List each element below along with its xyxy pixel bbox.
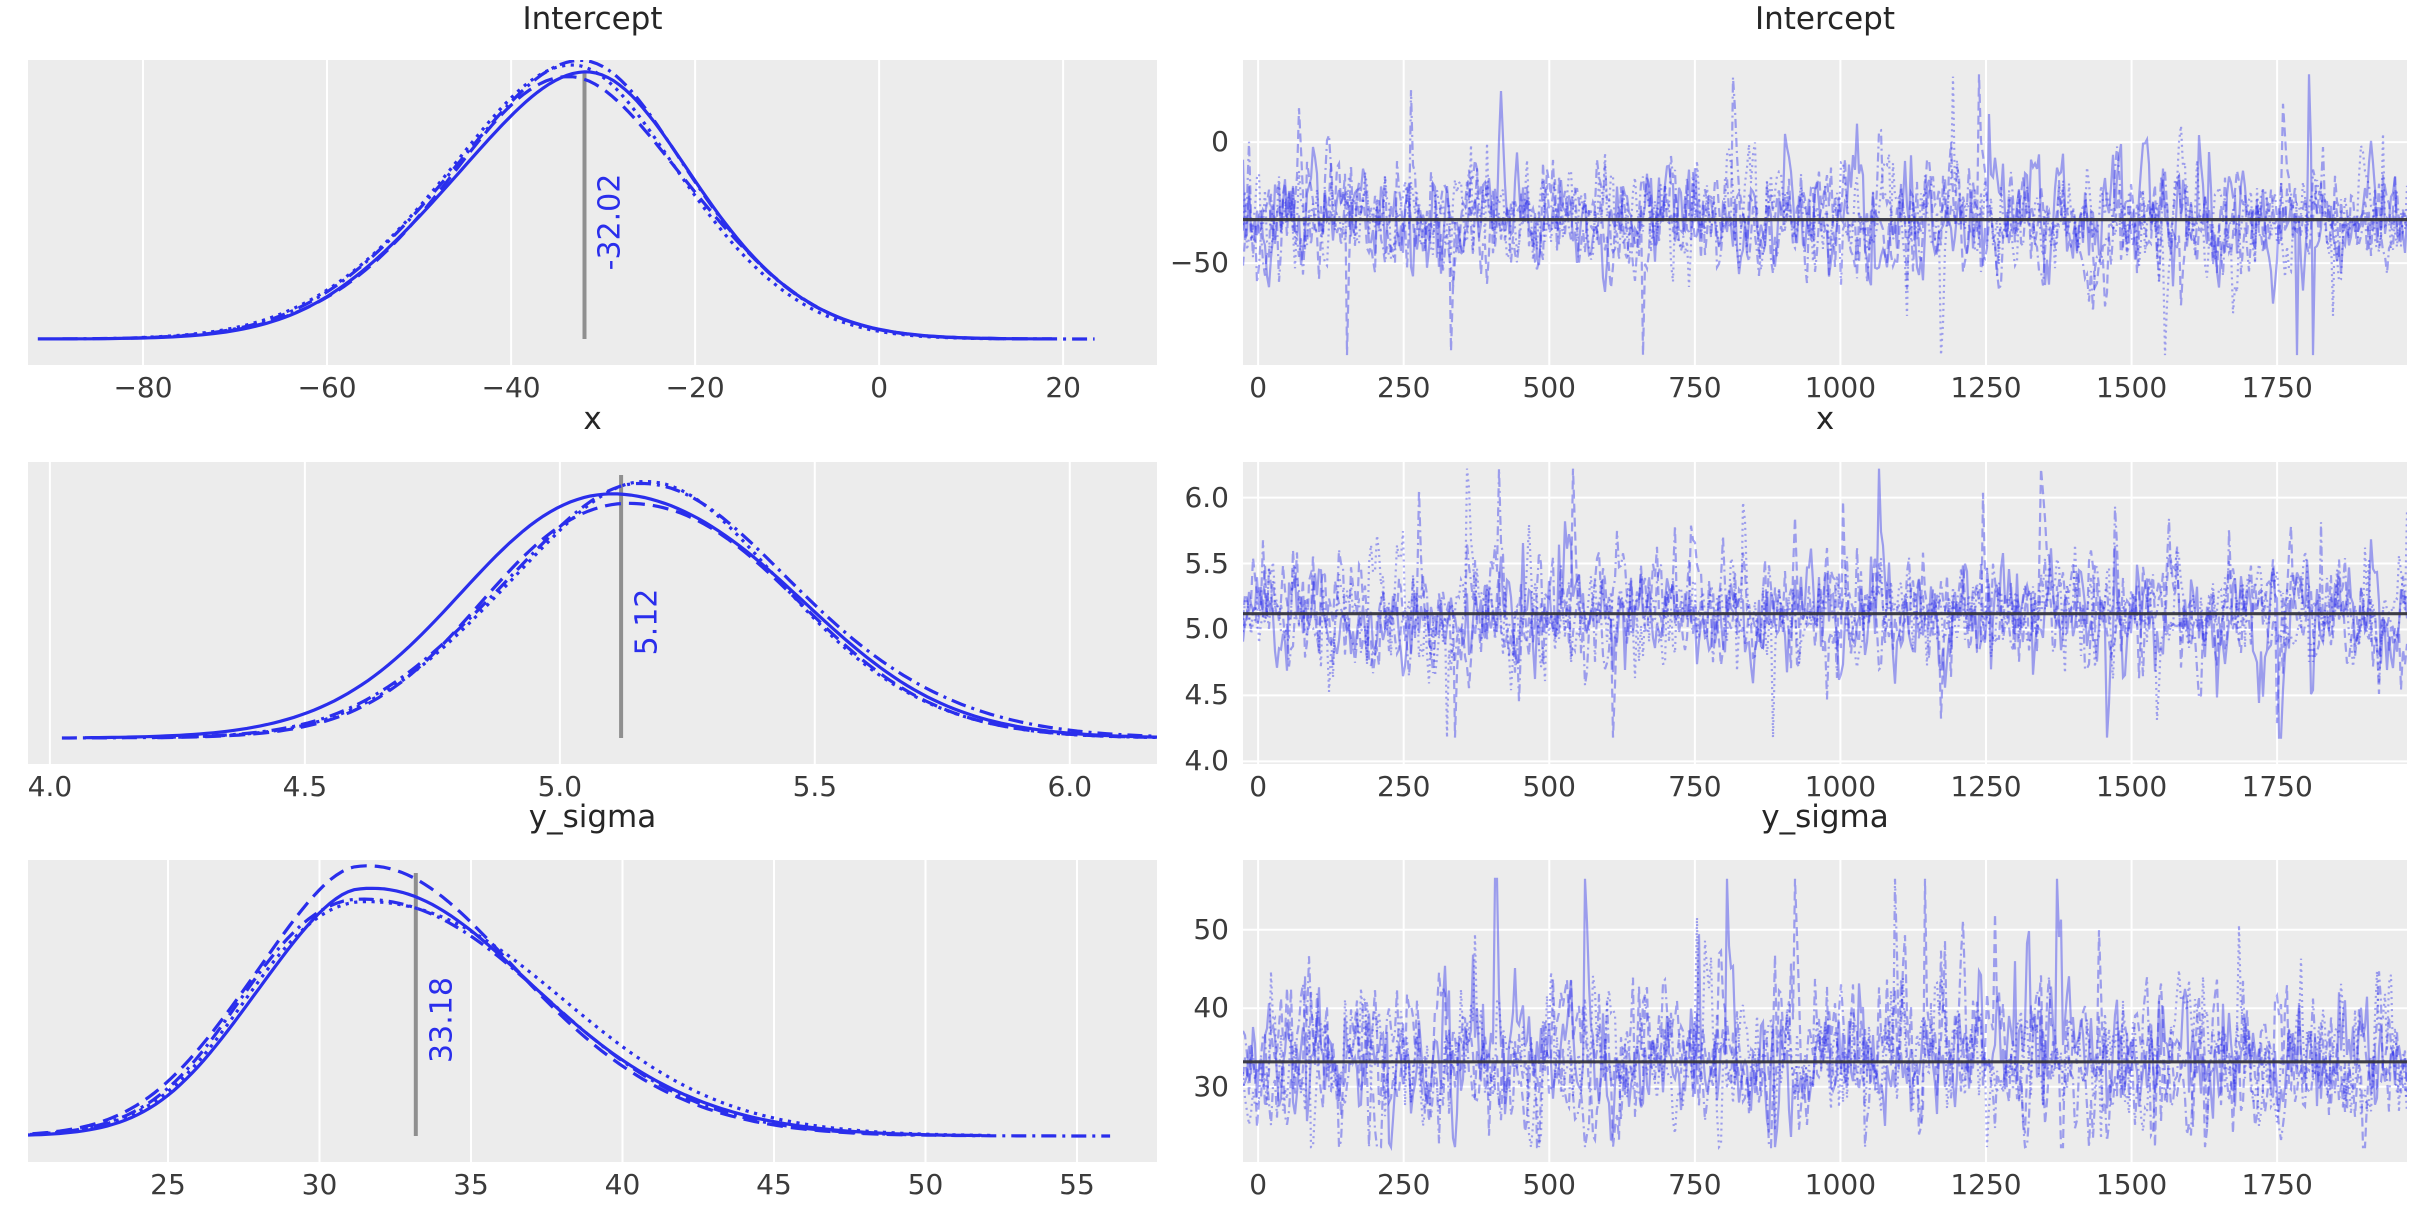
trace-line-chain-1 [1243,468,2407,739]
panel-title-y-sigma-kde: y_sigma [528,799,657,835]
kde-curve-chain-3 [28,899,993,1138]
x-tick-label: 1250 [1950,770,2022,803]
x-tick-label: 5.5 [792,770,838,803]
mean-value-label: 5.12 [629,588,665,656]
mean-value-label: -32.02 [592,173,628,270]
trace-line-chain-4 [1243,878,2407,1149]
x-tick-label: 750 [1668,770,1722,803]
x-tick-label: −60 [297,371,357,404]
x-tick-label: −40 [481,371,541,404]
trace-line-chain-1 [1243,74,2407,356]
trace-line-chain-4 [1243,468,2407,703]
kde-canvas-y-sigma [28,860,1111,1162]
y-tick-label: 50 [1193,912,1229,946]
trace-canvas-x [1243,462,2407,764]
y-tick-label: 40 [1193,991,1229,1025]
trace-line-chain-2 [1243,878,2407,1149]
x-tick-label: 750 [1668,1168,1722,1201]
x-tick-label: 6.0 [1047,770,1093,803]
panel-title-y-sigma-trace: y_sigma [1761,799,1889,835]
trace-canvas-intercept [1243,60,2407,365]
y-tick-label: 4.0 [1184,744,1229,778]
x-tick-label: 25 [150,1168,186,1201]
panel-x-trace [1243,462,2407,764]
x-tick-label: 500 [1522,1168,1577,1201]
x-tick-label: 4.0 [27,770,73,803]
x-tick-label: 1500 [2095,371,2168,404]
x-tick-label: 40 [604,1168,641,1201]
kde-curve-chain-4 [62,60,1095,341]
trace-line-chain-3 [1243,917,2407,1151]
x-tick-label: −80 [113,371,173,404]
panel-intercept-trace [1243,60,2407,365]
x-tick-label: 1750 [2241,1168,2313,1201]
panel-x-kde: 5.12 [28,462,1157,764]
x-tick-label: 0 [1249,371,1268,404]
kde-curve-chain-1 [28,886,981,1138]
kde-canvas-x [48,462,1157,764]
y-tick-label: 5.5 [1184,546,1229,580]
y-tick-label: −50 [1169,246,1229,280]
mean-value-label: 33.18 [424,977,460,1063]
x-tick-label: 750 [1668,371,1722,404]
x-tick-label: 1500 [2095,770,2168,803]
kde-curve-chain-3 [141,63,1000,341]
x-tick-label: 500 [1522,770,1577,803]
trace-line-chain-2 [1243,468,2407,738]
x-tick-label: 250 [1376,770,1431,803]
x-tick-label: 1250 [1950,371,2022,404]
trace-line-chain-2 [1243,74,2407,356]
x-tick-label: 0 [870,371,889,404]
panel-y-sigma-trace [1243,860,2407,1162]
panel-intercept-kde: -32.02 [28,60,1157,365]
x-tick-label: 250 [1376,1168,1431,1201]
x-tick-label: 20 [1045,371,1081,404]
y-tick-label: 6.0 [1184,480,1229,514]
x-tick-label: 1500 [2095,1168,2168,1201]
kde-curve-chain-4 [61,481,1157,740]
kde-curve-chain-1 [37,70,1037,341]
x-tick-label: 1000 [1804,1168,1877,1201]
x-tick-label: 5.0 [537,770,583,803]
x-tick-label: 500 [1522,371,1577,404]
x-tick-label: 1000 [1804,770,1877,803]
x-tick-label: 55 [1059,1168,1095,1201]
x-tick-label: 35 [453,1168,489,1201]
panel-title-x-kde: x [583,401,602,437]
x-tick-label: 0 [1249,770,1268,803]
y-tick-label: 30 [1193,1069,1229,1103]
panel-title-intercept-trace: Intercept [1754,1,1896,37]
x-tick-label: 50 [907,1168,944,1201]
x-tick-label: 30 [301,1168,338,1201]
x-tick-label: 4.5 [282,770,328,803]
y-tick-label: 5.0 [1184,612,1229,646]
x-tick-label: 250 [1376,371,1431,404]
x-tick-label: −20 [665,371,725,404]
kde-canvas-intercept [37,60,1095,365]
y-tick-label: 4.5 [1184,678,1229,712]
x-tick-label: 1000 [1804,371,1877,404]
trace-canvas-y-sigma [1243,860,2407,1162]
panel-title-intercept-kde: Intercept [522,1,663,37]
panel-title-x-trace: x [1815,401,1835,437]
panel-y-sigma-kde: 33.18 [28,860,1157,1162]
x-tick-label: 0 [1249,1168,1268,1201]
trace-line-chain-4 [1243,77,2407,312]
x-tick-label: 1750 [2241,371,2313,404]
kde-curve-chain-1 [85,492,1157,740]
y-tick-label: 0 [1211,125,1229,159]
x-tick-label: 1750 [2241,770,2313,803]
x-tick-label: 45 [756,1168,792,1201]
x-tick-label: 1250 [1950,1168,2022,1201]
trace-line-chain-1 [1243,877,2407,1152]
